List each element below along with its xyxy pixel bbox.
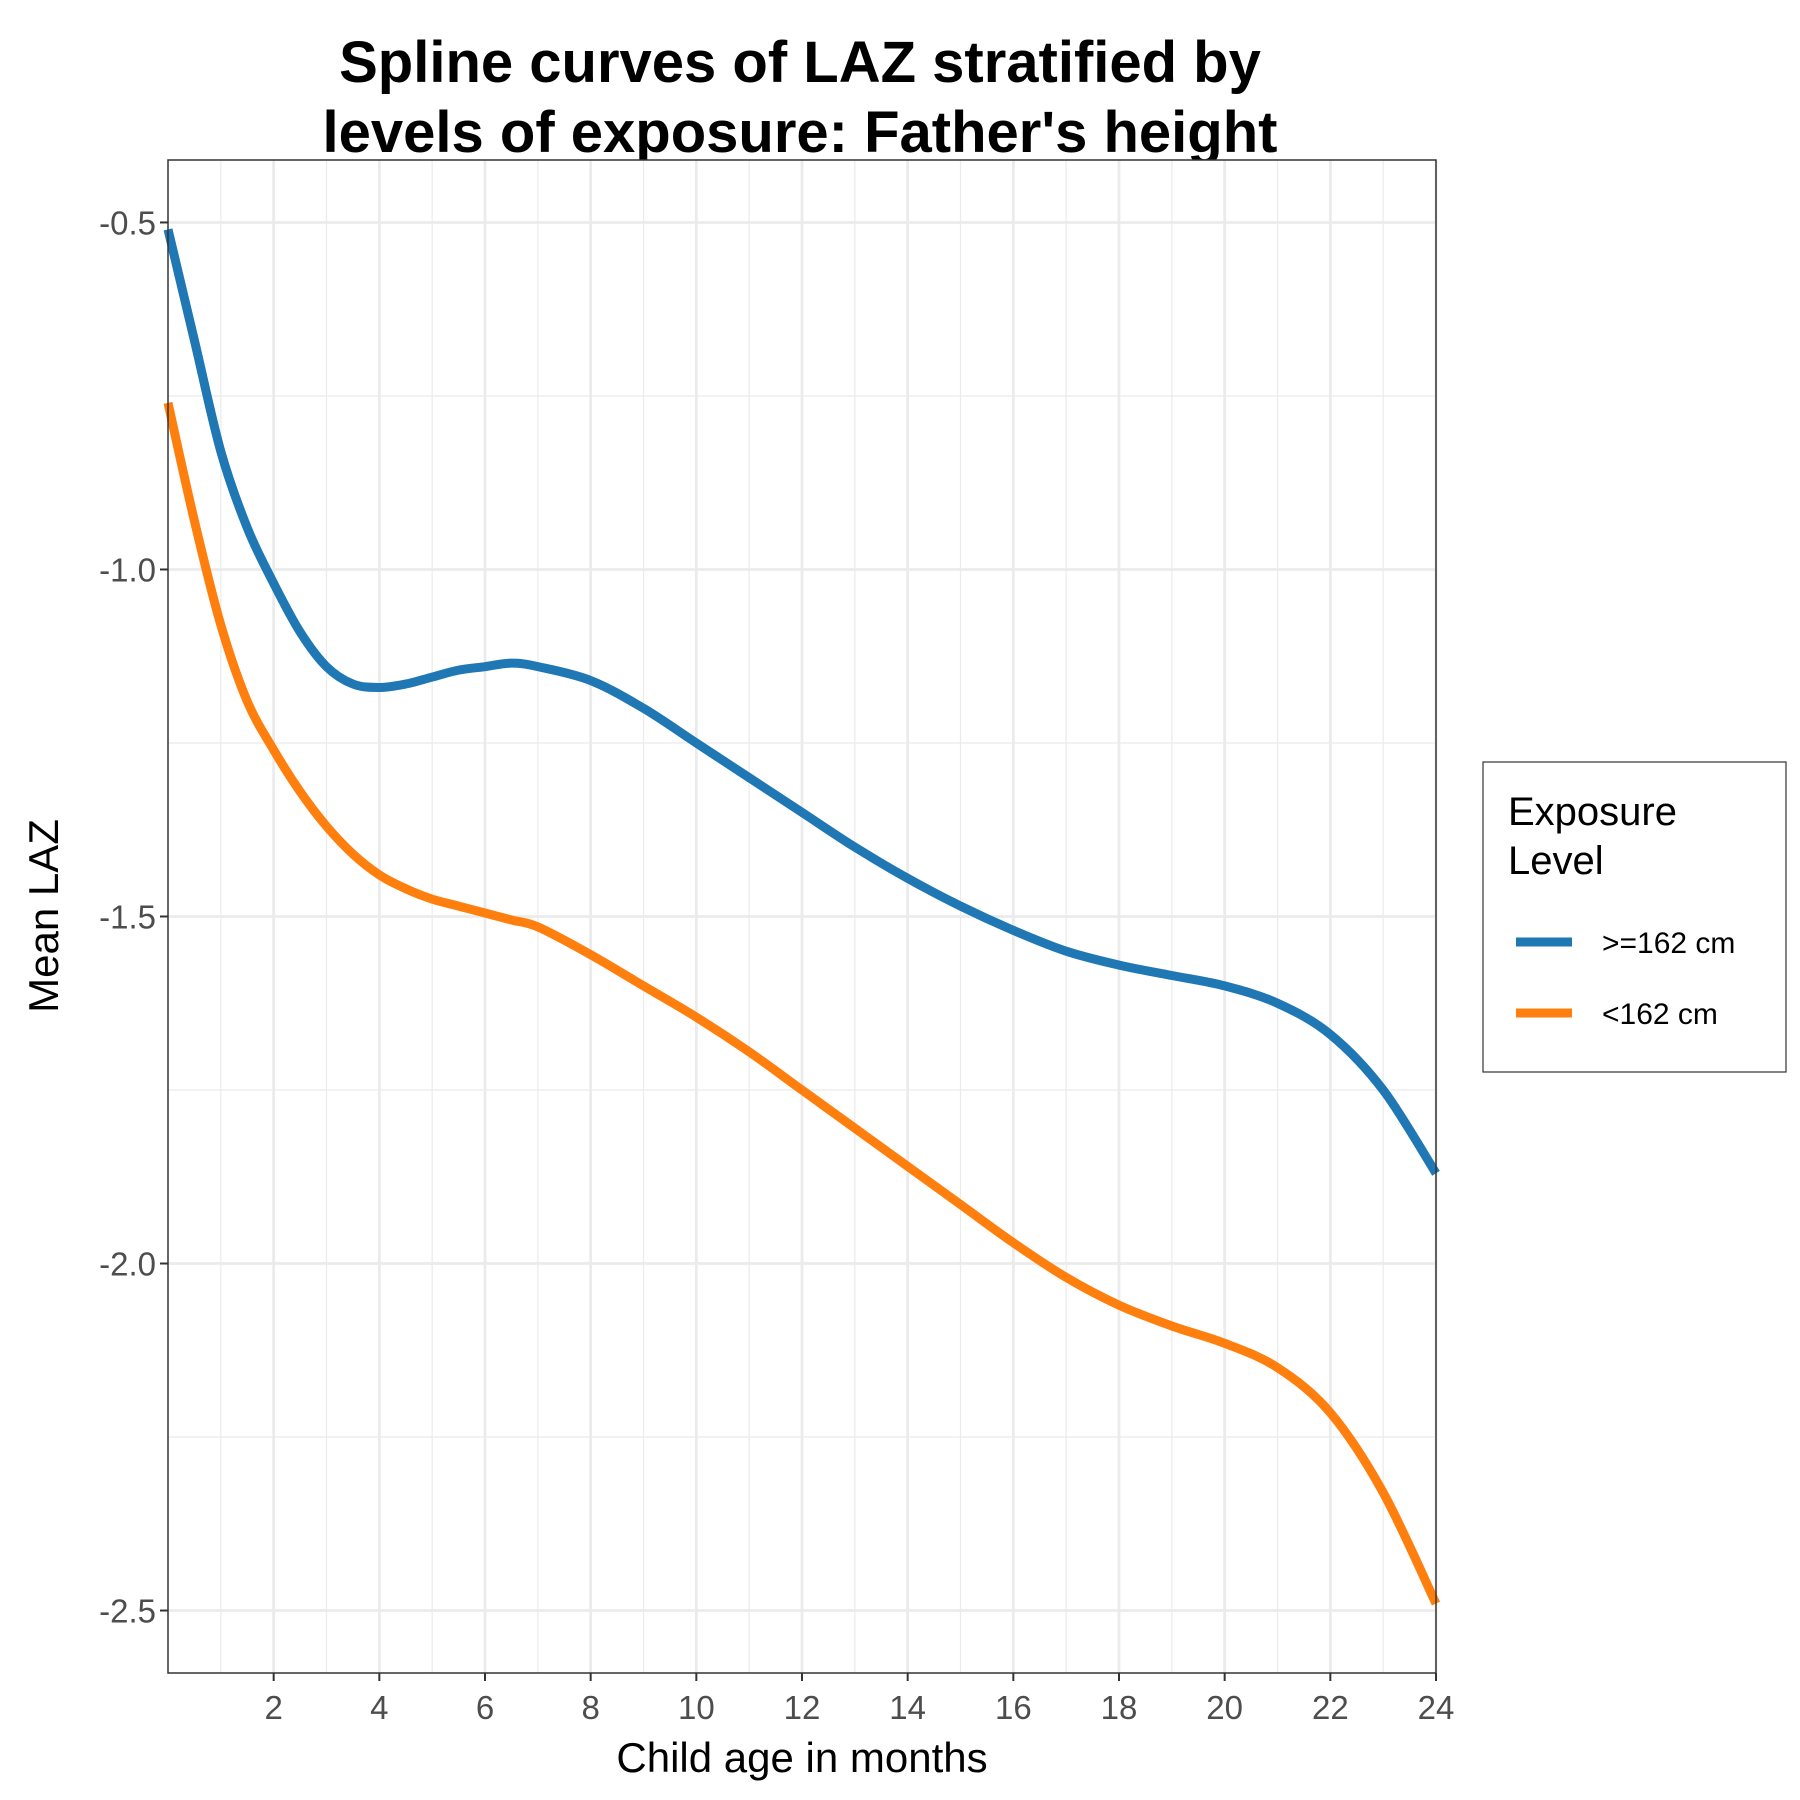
series-line-1 [163,228,1440,1176]
y-axis-title: Mean LAZ [20,819,67,1013]
x-tick-label: 10 [678,1689,715,1726]
y-tick-label: -2.5 [99,1593,156,1630]
series-line-2 [163,401,1441,1606]
x-axis-title: Child age in months [616,1734,987,1781]
legend-title-line-2: Level [1508,839,1604,883]
x-tick-label: 22 [1312,1689,1349,1726]
series-layer [163,228,1441,1606]
y-tick-label: -1.5 [99,899,156,936]
x-tick-label: 8 [581,1689,599,1726]
x-tick-label: 24 [1418,1689,1455,1726]
x-tick-label: 2 [264,1689,282,1726]
x-tick-label: 18 [1101,1689,1138,1726]
x-tick-label: 4 [370,1689,388,1726]
chart-title-line-1: Spline curves of LAZ stratified by [339,30,1261,95]
x-tick-label: 20 [1206,1689,1243,1726]
y-tick-label: -2.0 [99,1246,156,1283]
y-tick-label: -0.5 [99,204,156,241]
y-tick-label: -1.0 [99,551,156,588]
chart-title-line-2: levels of exposure: Father's height [323,100,1278,165]
legend-label-series-1: >=162 cm [1602,927,1735,960]
x-tick-label: 14 [889,1689,926,1726]
y-axis-ticks: -0.5 -1.0 -1.5 -2.0 -2.5 [99,204,168,1630]
x-tick-label: 6 [476,1689,494,1726]
x-axis-ticks: 2 4 6 8 10 12 14 16 18 20 22 24 [264,1673,1454,1726]
x-tick-label: 16 [995,1689,1032,1726]
x-tick-label: 12 [784,1689,821,1726]
legend-label-series-2: <162 cm [1602,998,1718,1031]
legend-title-line-1: Exposure [1508,790,1677,834]
legend-box [1482,761,1787,1073]
legend: Exposure Level >=162 cm <162 cm [1482,761,1787,1073]
